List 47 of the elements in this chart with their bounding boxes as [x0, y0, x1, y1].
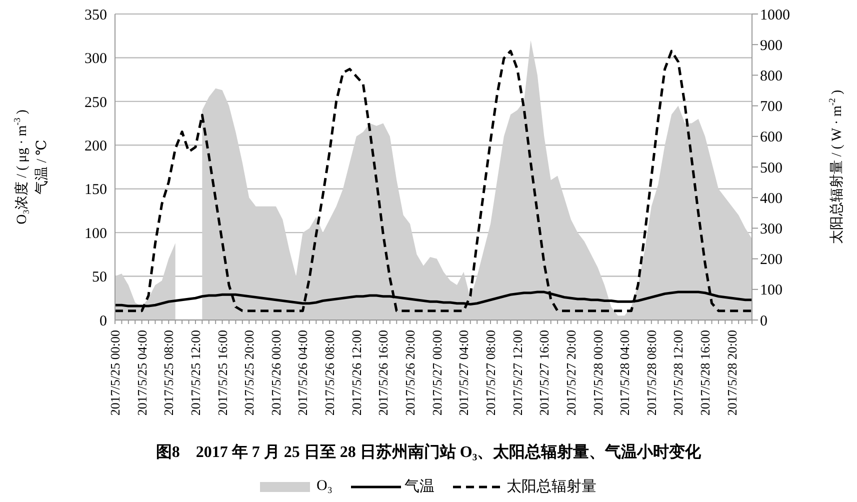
x-tick-label: 2017/5/25 08:00 — [161, 330, 176, 416]
y2-tick-label: 200 — [760, 252, 782, 268]
y2-tick-label: 400 — [760, 190, 782, 207]
y2-tick-label: 700 — [760, 99, 782, 116]
x-tick-label: 2017/5/26 20:00 — [402, 330, 418, 416]
y-tick-label: 0 — [100, 313, 107, 330]
y2-tick-label: 1000 — [760, 7, 790, 24]
x-tick-label: 2017/5/28 20:00 — [724, 330, 740, 416]
y2-tick-label: 900 — [760, 38, 782, 54]
x-tick-label: 2017/5/28 08:00 — [644, 330, 659, 416]
x-tick-label: 2017/5/25 12:00 — [188, 330, 203, 416]
x-tick-label: 2017/5/25 04:00 — [134, 330, 150, 416]
x-tick-label: 2017/5/27 20:00 — [563, 330, 578, 416]
x-tick-label: 2017/5/28 00:00 — [590, 330, 606, 416]
legend-label: O₃ — [316, 478, 333, 495]
x-tick-label: 2017/5/27 08:00 — [482, 330, 498, 416]
y-tick-label: 200 — [84, 138, 107, 154]
y-tick-label: 350 — [84, 7, 107, 24]
x-tick-label: 2017/5/27 12:00 — [510, 330, 525, 416]
y2-tick-label: 300 — [760, 222, 782, 238]
legend-label: 太阳总辐射量 — [506, 478, 597, 496]
y-tick-label: 300 — [84, 51, 107, 68]
x-tick-label: 2017/5/25 20:00 — [242, 330, 257, 416]
y-tick-label: 50 — [92, 270, 107, 286]
x-tick-label: 2017/5/27 04:00 — [456, 330, 472, 416]
y2-tick-label: 800 — [760, 68, 782, 85]
x-tick-label: 2017/5/26 16:00 — [376, 330, 391, 416]
x-tick-label: 2017/5/27 16:00 — [536, 330, 552, 416]
y-tick-label: 100 — [84, 226, 107, 242]
y-tick-label: 250 — [84, 94, 107, 111]
y2-tick-label: 100 — [760, 282, 782, 299]
x-tick-label: 2017/5/25 16:00 — [214, 330, 230, 416]
y2-tick-label: 0 — [760, 313, 768, 330]
x-tick-label: 2017/5/26 12:00 — [348, 330, 364, 416]
x-tick-label: 2017/5/28 12:00 — [670, 330, 686, 416]
text: 图8 2017 年 7 月 25 日至 28 日苏州南门站 O₃、太阳总辐射量、气温小时变化 — [154, 442, 702, 463]
x-tick-label: 2017/5/28 16:00 — [698, 330, 713, 416]
x-tick-label: 2017/5/26 04:00 — [295, 330, 310, 416]
x-tick-label: 2017/5/25 00:00 — [108, 330, 122, 416]
y-tick-label: 150 — [84, 182, 107, 198]
x-tick-label: 2017/5/27 00:00 — [429, 330, 444, 416]
x-tick-label: 2017/5/26 08:00 — [322, 330, 338, 416]
y2-tick-label: 600 — [760, 130, 782, 146]
y2-tick-label: 500 — [760, 160, 782, 176]
x-tick-label: 2017/5/26 00:00 — [268, 330, 284, 416]
x-tick-label: 2017/5/28 04:00 — [617, 330, 632, 416]
legend-label: 气温 — [404, 478, 435, 496]
